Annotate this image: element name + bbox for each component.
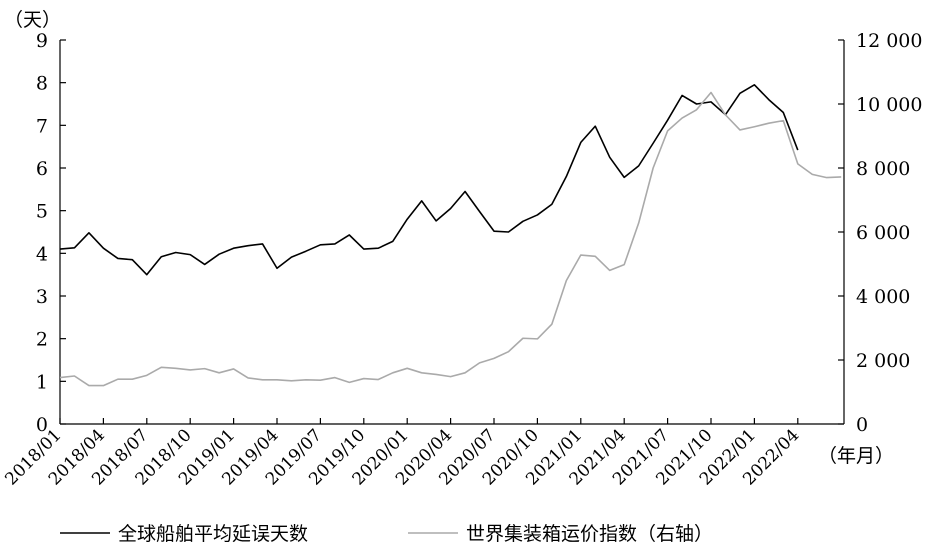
left-tick-label: 6: [36, 158, 48, 180]
legend: 全球船舶平均延误天数 世界集装箱运价指数（右轴）: [60, 523, 713, 545]
series-line-delay-days: [59, 84, 799, 276]
x-axis-ticks: 2018/012018/042018/072018/102019/012019/…: [1, 418, 803, 489]
left-axis-unit: （天）: [4, 9, 61, 31]
x-axis-unit: （年月）: [818, 445, 894, 467]
left-tick-label: 7: [36, 115, 48, 137]
legend-label-freight: 世界集装箱运价指数（右轴）: [466, 523, 713, 545]
series-layer: [59, 84, 842, 387]
left-tick-label: 2: [36, 329, 48, 351]
left-tick-label: 1: [36, 371, 48, 393]
right-tick-label: 4 000: [856, 286, 910, 308]
left-tick-label: 8: [36, 73, 48, 95]
right-tick-label: 10 000: [856, 94, 922, 116]
legend-label-delay: 全球船舶平均延误天数: [118, 523, 308, 545]
left-tick-label: 0: [36, 414, 48, 436]
right-tick-label: 6 000: [856, 222, 910, 244]
left-tick-label: 3: [36, 286, 48, 308]
right-axis-ticks: 0 2 000 4 000 6 000 8 000 10 000 12 000: [838, 30, 922, 436]
left-axis-ticks: 0 1 2 3 4 5 6 7 8 9: [36, 30, 66, 436]
right-tick-label: 2 000: [856, 350, 910, 372]
series-line-freight-index: [59, 91, 842, 387]
right-tick-label: 8 000: [856, 158, 910, 180]
left-tick-label: 9: [36, 30, 48, 52]
left-tick-label: 4: [36, 243, 48, 265]
right-tick-label: 12 000: [856, 30, 922, 52]
left-tick-label: 5: [36, 201, 48, 223]
right-tick-label: 0: [856, 414, 868, 436]
